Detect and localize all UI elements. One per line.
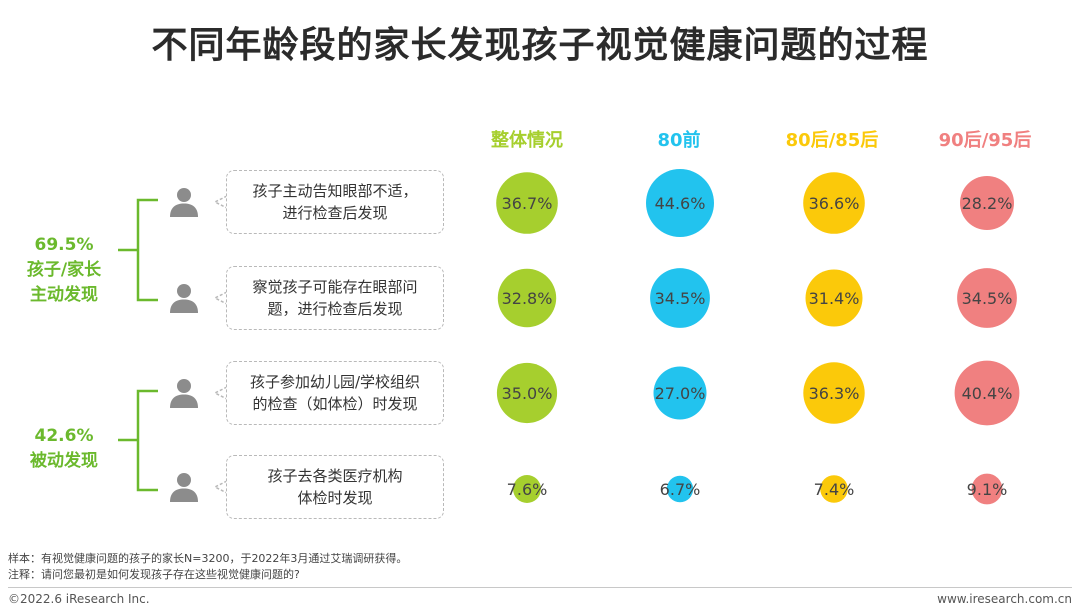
sample-note: 样本：有视觉健康问题的孩子的家长N=3200，于2022年3月通过艾瑞调研获得。 (8, 552, 408, 565)
bubble-r1-c3 (803, 172, 865, 234)
row-3-line2: 的检查（如体检）时发现 (252, 395, 418, 413)
group-passive-line1: 被动发现 (30, 451, 98, 471)
bubble-r3-c1 (496, 362, 558, 424)
column-header-90s-95s: 90后/95后 (938, 130, 1032, 151)
person-icon (170, 188, 198, 217)
website-link[interactable]: www.iresearch.com.cn (937, 592, 1072, 606)
bubble-label-r2-c3: 31.4% (809, 289, 860, 308)
row-1-line1: 孩子主动告知眼部不适， (252, 182, 418, 200)
bubble-label-r4-c4: 9.1% (967, 480, 1008, 499)
bubble-r2-c4 (957, 268, 1017, 328)
column-header-pre80: 80前 (657, 130, 701, 151)
bubble-label-r1-c3: 36.6% (809, 194, 860, 213)
bubble-label-r4-c2: 6.7% (660, 480, 701, 499)
bubble-r2-c1 (497, 268, 557, 328)
column-header-overall: 整体情况 (491, 130, 563, 151)
row-4-line2: 体检时发现 (297, 489, 373, 507)
column-header-80s-85s: 80后/85后 (785, 130, 879, 151)
row-label-1: 孩子主动告知眼部不适， 进行检查后发现 (226, 170, 444, 234)
row-label-2: 察觉孩子可能存在眼部问 题，进行检查后发现 (226, 266, 444, 330)
speech-tail (214, 291, 228, 305)
person-icon (170, 284, 198, 313)
bubble-label-r2-c2: 34.5% (655, 289, 706, 308)
bubble-r2-c2 (650, 268, 710, 328)
bubble-r3-c3 (803, 362, 865, 424)
row-2-line2: 题，进行检查后发现 (267, 300, 403, 318)
bubble-label-r3-c1: 35.0% (502, 384, 553, 403)
footer-divider (8, 587, 1072, 588)
person-icon (170, 379, 198, 408)
bubble-label-r2-c4: 34.5% (962, 289, 1013, 308)
copyright-text: ©2022.6 iResearch Inc. (8, 592, 150, 606)
bubble-label-r3-c4: 40.4% (962, 384, 1013, 403)
bracket-active (118, 198, 158, 302)
bubble-r1-c2 (646, 169, 714, 237)
speech-tail (214, 195, 228, 209)
row-label-4: 孩子去各类医疗机构 体检时发现 (226, 455, 444, 519)
bubble-r3-c2 (653, 366, 707, 420)
bracket-passive (118, 389, 158, 492)
bubble-label-r1-c1: 36.7% (502, 194, 553, 213)
bubble-label-r3-c3: 36.3% (809, 384, 860, 403)
bubble-label-r1-c2: 44.6% (655, 194, 706, 213)
row-1-line2: 进行检查后发现 (282, 204, 388, 222)
bubble-r4-c4 (971, 473, 1003, 505)
group-active-percent: 69.5% (34, 235, 94, 255)
bubble-label-r3-c2: 27.0% (655, 384, 706, 403)
bubble-r2-c3 (805, 269, 863, 327)
speech-tail (214, 386, 228, 400)
bubble-r3-c4 (954, 360, 1020, 426)
row-4-line1: 孩子去各类医疗机构 (267, 467, 403, 485)
bubble-label-r4-c3: 7.4% (814, 480, 855, 499)
speech-tail (214, 480, 228, 494)
bubble-r1-c1 (496, 172, 558, 234)
group-label-passive: 42.6% 被动发现 (6, 424, 122, 474)
page-title: 不同年龄段的家长发现孩子视觉健康问题的过程 (151, 25, 929, 66)
group-label-active: 69.5% 孩子/家长 主动发现 (6, 233, 122, 308)
row-3-line1: 孩子参加幼儿园/学校组织 (249, 373, 421, 391)
bubble-label-r2-c1: 32.8% (502, 289, 553, 308)
annotation-note: 注释：请问您最初是如何发现孩子存在这些视觉健康问题的? (8, 568, 300, 581)
group-passive-percent: 42.6% (34, 426, 94, 446)
bubble-group (496, 169, 1020, 505)
row-label-3: 孩子参加幼儿园/学校组织 的检查（如体检）时发现 (226, 361, 444, 425)
bubble-label-group: 36.7% 44.6% 36.6% 28.2% 32.8% 34.5% 31.4% 34.5%… (502, 194, 1013, 499)
group-active-line2: 主动发现 (30, 285, 98, 305)
bubble-r4-c3 (820, 475, 848, 503)
bubble-r4-c1 (513, 475, 541, 503)
bubble-r4-c2 (666, 475, 694, 503)
group-active-line1: 孩子/家长 (26, 260, 102, 280)
bubble-r1-c4 (960, 176, 1014, 230)
bubble-label-r4-c1: 7.6% (507, 480, 548, 499)
row-2-line1: 察觉孩子可能存在眼部问 (252, 278, 418, 296)
bubble-label-r1-c4: 28.2% (962, 194, 1013, 213)
person-icon (170, 473, 198, 502)
